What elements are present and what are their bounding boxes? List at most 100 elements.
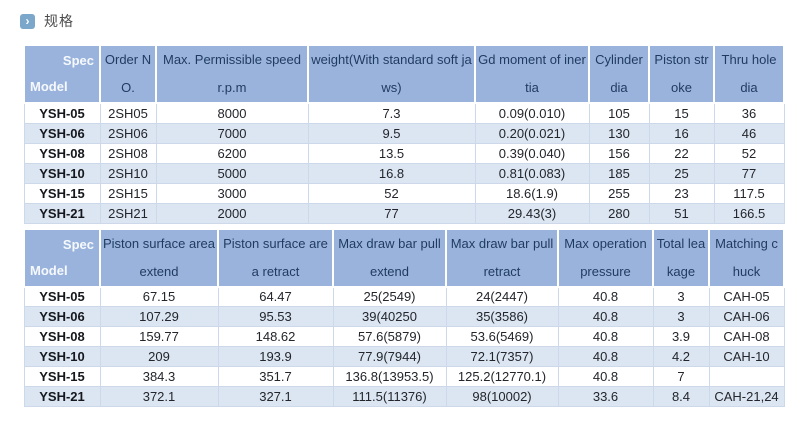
- value-cell: 33.6: [557, 386, 654, 407]
- value-cell: 52: [307, 182, 476, 204]
- value-cell: [708, 366, 785, 387]
- column-header: Matching chuck: [708, 227, 785, 288]
- value-cell: 22: [648, 142, 715, 164]
- value-cell: 159.77: [99, 326, 219, 347]
- value-cell: 2SH21: [99, 202, 157, 224]
- table-row: YSH-05 67.15 64.47 25(2549) 24(2447) 40.8 3 CAH…: [23, 286, 785, 307]
- column-header: Cylinder dia: [588, 44, 650, 104]
- value-cell: 77.9(7944): [332, 346, 447, 367]
- model-cell: YSH-10: [23, 162, 101, 184]
- model-cell: YSH-15: [23, 366, 101, 387]
- value-cell: 2SH06: [99, 122, 157, 144]
- spec-page: › 规格 Spec Model Order NO. Max. Permissibl…: [20, 13, 801, 407]
- table-row: YSH-10 209 193.9 77.9(7944) 72.1(7357) 40.8 4.…: [23, 346, 785, 367]
- value-cell: 7: [652, 366, 710, 387]
- value-cell: 0.09(0.010): [474, 102, 590, 124]
- column-header: Gd moment of inertia: [474, 44, 590, 104]
- model-cell: YSH-08: [23, 142, 101, 164]
- table-row: YSH-05 2SH05 8000 7.3 0.09(0.010) 105 15 36: [23, 102, 785, 124]
- model-cell: YSH-06: [23, 306, 101, 327]
- value-cell: 46: [713, 122, 785, 144]
- value-cell: 3: [652, 286, 710, 307]
- column-header: Max draw bar pull retract: [445, 227, 559, 288]
- value-cell: 156: [588, 142, 650, 164]
- value-cell: 67.15: [99, 286, 219, 307]
- value-cell: 2SH10: [99, 162, 157, 184]
- value-cell: 8.4: [652, 386, 710, 407]
- value-cell: 185: [588, 162, 650, 184]
- corner-model-label: Model: [30, 79, 68, 94]
- value-cell: 9.5: [307, 122, 476, 144]
- value-cell: 16.8: [307, 162, 476, 184]
- column-header: Order NO.: [99, 44, 157, 104]
- value-cell: 40.8: [557, 366, 654, 387]
- table-row: YSH-08 159.77 148.62 57.6(5879) 53.6(5469) 40…: [23, 326, 785, 347]
- value-cell: 2000: [155, 202, 309, 224]
- value-cell: 193.9: [217, 346, 334, 367]
- column-header: Max. Permissible speed r.p.m: [155, 44, 309, 104]
- table-row: YSH-21 372.1 327.1 111.5(11376) 98(10002) 33.…: [23, 386, 785, 407]
- value-cell: 29.43(3): [474, 202, 590, 224]
- value-cell: 166.5: [713, 202, 785, 224]
- corner-spec-model-cell: Spec Model: [23, 44, 101, 104]
- value-cell: 372.1: [99, 386, 219, 407]
- corner-model-label: Model: [30, 262, 68, 278]
- model-cell: YSH-08: [23, 326, 101, 347]
- value-cell: 25: [648, 162, 715, 184]
- value-cell: 209: [99, 346, 219, 367]
- value-cell: CAH-08: [708, 326, 785, 347]
- value-cell: CAH-06: [708, 306, 785, 327]
- value-cell: 4.2: [652, 346, 710, 367]
- value-cell: 136.8(13953.5): [332, 366, 447, 387]
- value-cell: 6200: [155, 142, 309, 164]
- value-cell: CAH-10: [708, 346, 785, 367]
- value-cell: 23: [648, 182, 715, 204]
- value-cell: 40.8: [557, 286, 654, 307]
- value-cell: 384.3: [99, 366, 219, 387]
- value-cell: 40.8: [557, 326, 654, 347]
- value-cell: 95.53: [217, 306, 334, 327]
- value-cell: 2SH05: [99, 102, 157, 124]
- value-cell: 3.9: [652, 326, 710, 347]
- value-cell: 53.6(5469): [445, 326, 559, 347]
- corner-spec-label: Spec: [62, 53, 94, 68]
- value-cell: 3: [652, 306, 710, 327]
- model-cell: YSH-21: [23, 386, 101, 407]
- value-cell: 25(2549): [332, 286, 447, 307]
- value-cell: 0.39(0.040): [474, 142, 590, 164]
- value-cell: 39(40250: [332, 306, 447, 327]
- model-cell: YSH-05: [23, 102, 101, 124]
- corner-spec-model-cell: Spec Model: [23, 227, 101, 288]
- value-cell: 77: [713, 162, 785, 184]
- column-header: Piston stroke: [648, 44, 715, 104]
- value-cell: CAH-21,24: [708, 386, 785, 407]
- value-cell: 5000: [155, 162, 309, 184]
- table-row: YSH-15 384.3 351.7 136.8(13953.5) 125.2(1277…: [23, 366, 785, 387]
- value-cell: 280: [588, 202, 650, 224]
- column-header: Thru hole dia: [713, 44, 785, 104]
- page-title: 规格: [44, 13, 74, 29]
- value-cell: 117.5: [713, 182, 785, 204]
- value-cell: 51: [648, 202, 715, 224]
- value-cell: 111.5(11376): [332, 386, 447, 407]
- table-row: YSH-21 2SH21 2000 77 29.43(3) 280 51 166.5: [23, 202, 785, 224]
- value-cell: 125.2(12770.1): [445, 366, 559, 387]
- value-cell: 7000: [155, 122, 309, 144]
- model-cell: YSH-21: [23, 202, 101, 224]
- value-cell: 40.8: [557, 306, 654, 327]
- value-cell: 2SH08: [99, 142, 157, 164]
- spec-table-secondary: Spec Model Piston surface area extend Pis…: [23, 227, 785, 407]
- header-row: Spec Model Order NO. Max. Permissible spe…: [23, 44, 785, 104]
- value-cell: 7.3: [307, 102, 476, 124]
- table-row: YSH-08 2SH08 6200 13.5 0.39(0.040) 156 22 52: [23, 142, 785, 164]
- value-cell: 15: [648, 102, 715, 124]
- table-row: YSH-10 2SH10 5000 16.8 0.81(0.083) 185 25 77: [23, 162, 785, 184]
- value-cell: 40.8: [557, 346, 654, 367]
- section-title: › 规格: [20, 13, 801, 29]
- column-header: weight(With standard soft jaws): [307, 44, 476, 104]
- value-cell: 13.5: [307, 142, 476, 164]
- column-header: Max draw bar pull extend: [332, 227, 447, 288]
- table-row: YSH-15 2SH15 3000 52 18.6(1.9) 255 23 117.5: [23, 182, 785, 204]
- value-cell: 327.1: [217, 386, 334, 407]
- model-cell: YSH-10: [23, 346, 101, 367]
